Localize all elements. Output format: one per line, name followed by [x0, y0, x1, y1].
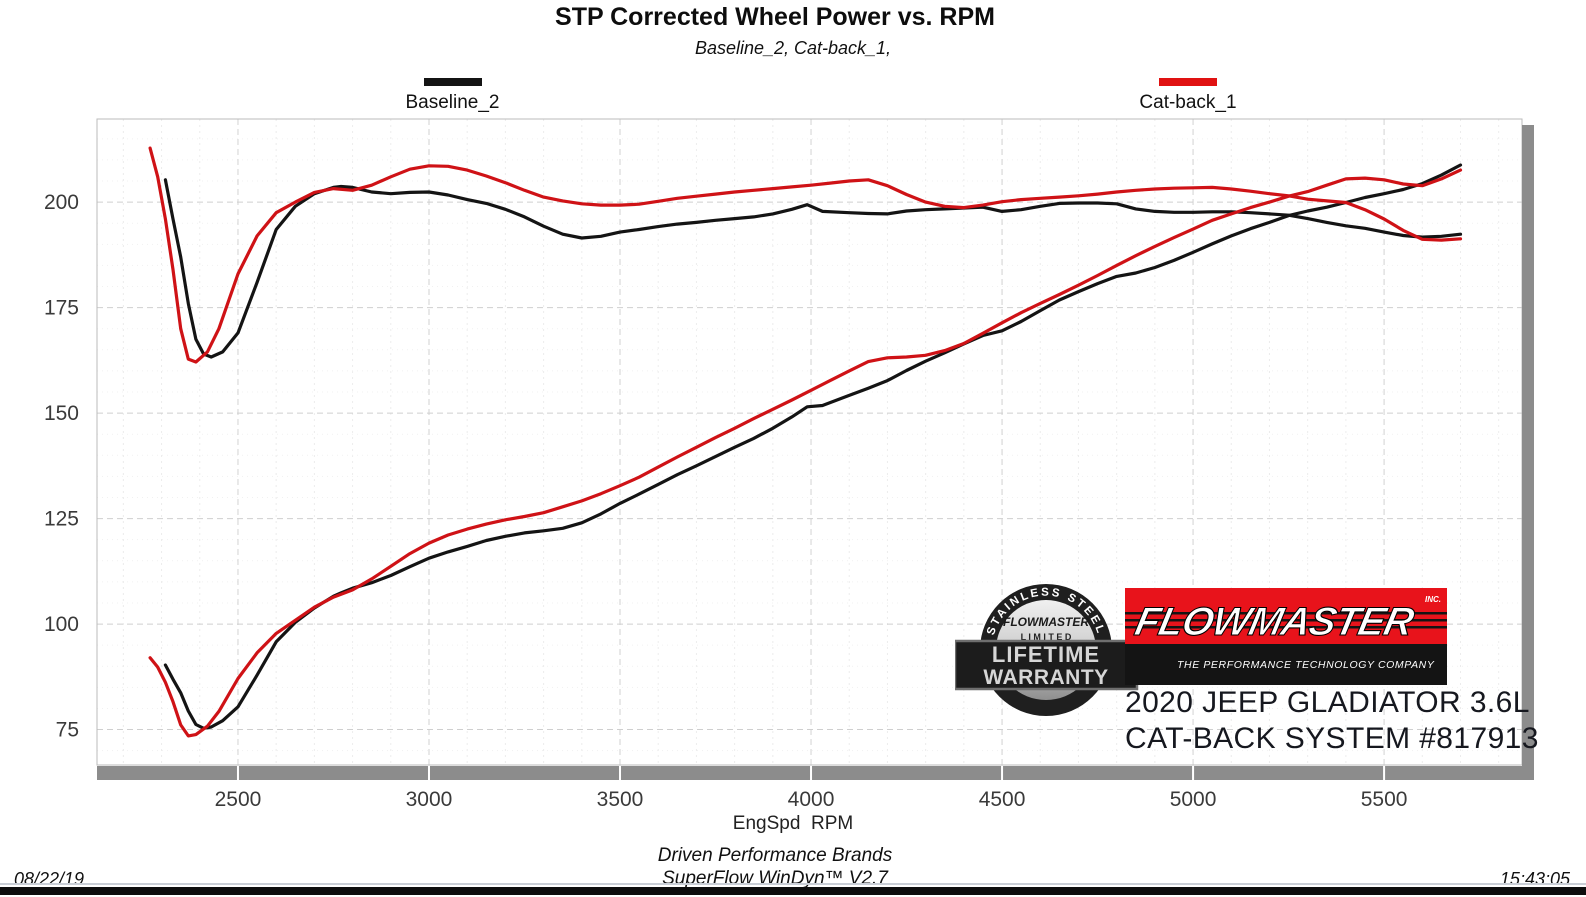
x-axis-title: EngSpd RPM [732, 813, 854, 834]
logo-speed-line [1125, 619, 1447, 622]
x-tick-notch [1192, 766, 1195, 780]
y-tick-label: 200 [44, 191, 79, 214]
footer-brand-line: Driven Performance Brands [657, 845, 893, 866]
flowmaster-logo: FLOWMASTER INC. THE PERFORMANCE TECHNOLO… [1125, 588, 1447, 685]
y-tick-label: 150 [44, 402, 79, 425]
curve-cat-back-1-power [148, 168, 1463, 738]
vehicle-title: 2020 JEEP GLADIATOR 3.6L [1125, 686, 1530, 719]
x-tick-label: 5000 [1170, 788, 1217, 811]
x-tick-notch [236, 766, 239, 780]
x-tick-notch [1001, 766, 1004, 780]
y-tick-label: 125 [44, 508, 79, 531]
x-tick-label: 4500 [979, 788, 1026, 811]
badge-lifetime-text: LIFETIME [992, 642, 1100, 667]
legend-swatch-baseline [423, 78, 482, 86]
x-tick-notch [1383, 766, 1386, 780]
x-tick-label: 4000 [788, 788, 835, 811]
y-tick-label: 175 [44, 297, 79, 320]
x-tick-label: 3000 [406, 788, 453, 811]
footer-divider-light [0, 883, 1586, 885]
y-axis-shadow-bar [1522, 125, 1534, 780]
lifetime-warranty-badge: STAINLESS STEEL FLOWMASTER L I M I T E D… [955, 584, 1139, 716]
y-tick-label: 75 [56, 719, 79, 742]
logo-inc-text: INC. [1425, 595, 1441, 604]
page-subtitle: Baseline_2, Cat-back_1, [694, 38, 892, 58]
logo-speed-line [1125, 626, 1447, 629]
badge-limited-text: L I M I T E D [1021, 632, 1072, 642]
legend-label-baseline: Baseline_2 [405, 92, 500, 113]
legend-item-catback: Cat-back_1 [1128, 78, 1248, 114]
logo-black-field [1125, 644, 1447, 685]
footer-divider-dark [0, 887, 1586, 895]
page-title: STP Corrected Wheel Power vs. RPM [555, 3, 995, 31]
badge-brand-text: FLOWMASTER [1003, 615, 1089, 629]
x-tick-label: 3500 [597, 788, 644, 811]
curve-cat-back-1-torque [148, 146, 1463, 364]
x-axis-shadow-bar [97, 766, 1534, 780]
legend-item-baseline: Baseline_2 [395, 78, 510, 114]
logo-speed-line [1125, 612, 1447, 615]
logo-tagline: THE PERFORMANCE TECHNOLOGY COMPANY [1177, 659, 1435, 671]
legend-swatch-catback [1159, 78, 1217, 86]
x-tick-notch [619, 766, 622, 780]
logo-wordmark: FLOWMASTER [1131, 598, 1418, 643]
badge-warranty-text: WARRANTY [983, 666, 1108, 689]
x-tick-notch [427, 766, 430, 780]
product-title: CAT-BACK SYSTEM #817913 [1125, 722, 1539, 755]
logo-red-field [1125, 588, 1447, 644]
x-tick-notch [810, 766, 813, 780]
legend-label-catback: Cat-back_1 [1139, 92, 1237, 113]
curve-baseline-2-torque [163, 178, 1463, 359]
x-tick-label: 2500 [215, 788, 262, 811]
y-tick-label: 100 [44, 613, 79, 636]
x-tick-label: 5500 [1361, 788, 1408, 811]
